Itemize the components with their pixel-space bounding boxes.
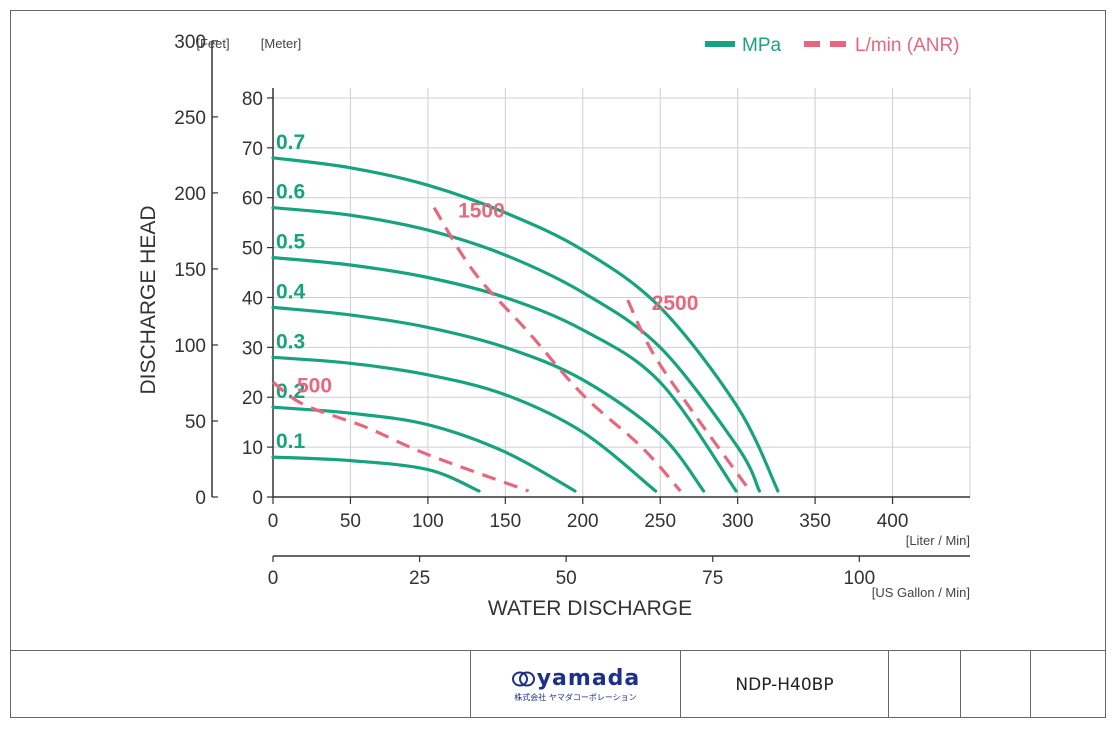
pressure-curve-0.1: [271, 455, 481, 493]
pressure-curve-0.6: [271, 206, 761, 493]
pressure-label: 0.3: [276, 330, 305, 353]
liter-tick-label: 50: [340, 511, 361, 532]
meter-tick-label: 70: [242, 139, 263, 160]
gallon-tick-label: 0: [268, 568, 279, 589]
airflow-label: 1500: [458, 200, 505, 223]
drawing-frame: [10, 10, 1106, 718]
meter-tick-label: 20: [242, 388, 263, 409]
liter-tick-label: 350: [799, 511, 831, 532]
feet-tick-label: 100: [174, 336, 206, 357]
pressure-label: 0.2: [276, 380, 305, 403]
legend-label-airflow: L/min (ANR): [855, 35, 960, 56]
title-block-cell: [960, 651, 1030, 718]
airflow-curve-500: [272, 380, 530, 493]
meter-unit-label: [Meter]: [261, 36, 301, 51]
airflow-curve-1500: [432, 206, 682, 493]
liter-tick-label: 250: [644, 511, 676, 532]
liter-tick-label: 400: [877, 511, 909, 532]
pressure-curve-0.4: [271, 305, 706, 493]
feet-tick-label: 50: [185, 412, 206, 433]
airflow-label: 2500: [652, 292, 699, 315]
title-block: yamada 株式会社 ヤマダコーポレーション NDP-H40BP: [10, 650, 1106, 718]
brand-name: yamada: [536, 666, 641, 691]
pressure-label: 0.6: [276, 181, 305, 204]
pressure-curve-0.5: [271, 256, 738, 493]
gallon-tick-label: 75: [702, 568, 723, 589]
pressure-label: 0.5: [276, 231, 306, 254]
liter-tick-label: 0: [268, 511, 279, 532]
gallon-tick-label: 100: [843, 568, 875, 589]
brand-subtitle: 株式会社 ヤマダコーポレーション: [514, 693, 637, 702]
meter-tick-label: 60: [242, 189, 263, 210]
liter-unit-label: [Liter / Min]: [906, 533, 970, 548]
feet-tick-label: 200: [174, 184, 206, 205]
company-logo-cell: yamada 株式会社 ヤマダコーポレーション: [470, 651, 680, 718]
feet-unit-label: [Feet]: [196, 36, 229, 51]
feet-tick-label: 0: [195, 488, 206, 509]
liter-tick-label: 100: [412, 511, 444, 532]
airflow-label: 500: [297, 374, 332, 397]
airflow-curve-2500: [626, 299, 752, 492]
pressure-curve-0.7: [271, 156, 780, 493]
title-block-cell: [888, 651, 960, 718]
feet-tick-label: 300: [174, 32, 206, 53]
yamada-logo-icon: [511, 671, 535, 686]
liter-tick-label: 150: [489, 511, 521, 532]
meter-tick-label: 0: [252, 488, 263, 509]
x-axis-title: WATER DISCHARGE: [488, 597, 692, 620]
title-block-cell: [1030, 651, 1105, 718]
legend-label-mpa: MPa: [742, 35, 782, 56]
liter-tick-label: 300: [722, 511, 754, 532]
y-axis-title: DISCHARGE HEAD: [137, 205, 160, 394]
feet-tick-label: 150: [174, 260, 206, 281]
model-number: NDP-H40BP: [680, 651, 888, 718]
pressure-curve-0.2: [271, 405, 577, 493]
meter-tick-label: 80: [242, 89, 263, 110]
gallon-tick-label: 25: [409, 568, 430, 589]
pressure-label: 0.1: [276, 430, 306, 453]
gallon-unit-label: [US Gallon / Min]: [872, 585, 970, 600]
meter-tick-label: 10: [242, 438, 263, 459]
liter-tick-label: 200: [567, 511, 599, 532]
gallon-tick-label: 50: [556, 568, 577, 589]
performance-chart: 01020304050607080050100150200250300[Feet…: [137, 32, 971, 620]
meter-tick-label: 50: [242, 239, 263, 260]
pressure-label: 0.7: [276, 131, 305, 154]
pressure-label: 0.4: [276, 280, 306, 303]
meter-tick-label: 40: [242, 288, 263, 309]
pressure-curve-0.3: [271, 355, 658, 493]
meter-tick-label: 30: [242, 338, 263, 359]
feet-tick-label: 250: [174, 108, 206, 129]
